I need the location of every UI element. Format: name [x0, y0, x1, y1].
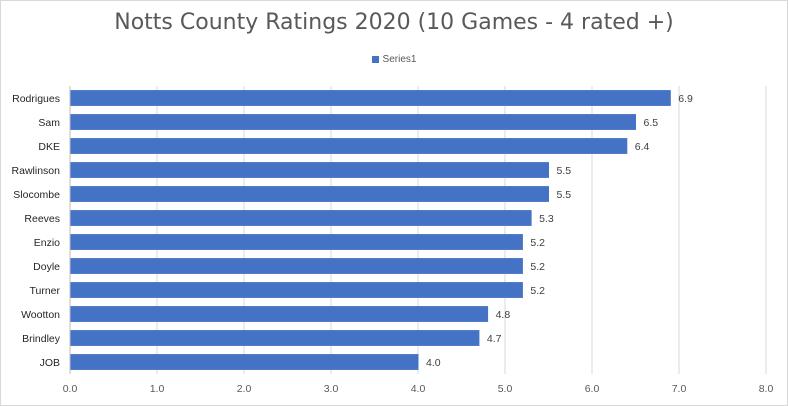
data-label: 5.5 [557, 189, 572, 201]
category-label: Rodrigues [12, 93, 60, 105]
bar [70, 114, 636, 130]
data-label: 6.4 [635, 141, 650, 153]
legend-swatch [371, 56, 379, 63]
category-label: JOB [40, 357, 60, 369]
data-label: 5.2 [530, 261, 545, 273]
x-tick-label: 6.0 [585, 383, 600, 395]
bar [70, 138, 628, 154]
legend-label: Series1 [382, 54, 417, 65]
bar [70, 162, 549, 178]
x-tick-label: 0.0 [63, 383, 78, 395]
bar [70, 330, 480, 346]
category-label: Enzio [34, 237, 60, 249]
category-label: Doyle [33, 261, 60, 273]
data-label: 4.7 [487, 333, 502, 345]
bar [70, 258, 523, 274]
category-label: Brindley [22, 333, 61, 345]
x-tick-label: 4.0 [411, 383, 426, 395]
bar [70, 306, 489, 322]
category-label: Reeves [24, 213, 60, 225]
data-label: 6.5 [644, 117, 659, 129]
category-label: Turner [29, 285, 60, 297]
data-label: 4.8 [496, 309, 511, 321]
data-label: 5.2 [530, 285, 545, 297]
bar [70, 234, 523, 250]
legend: Series1 [0, 54, 788, 65]
category-label: Rawlinson [12, 165, 61, 177]
category-label: Wootton [21, 309, 60, 321]
bar [70, 354, 419, 370]
data-label: 6.9 [678, 93, 693, 105]
data-label: 5.2 [530, 237, 545, 249]
category-label: Sam [38, 117, 60, 129]
category-label: Slocombe [13, 189, 60, 201]
x-tick-label: 1.0 [150, 383, 165, 395]
x-tick-label: 2.0 [237, 383, 252, 395]
bar [70, 186, 549, 202]
x-tick-label: 8.0 [759, 383, 774, 395]
bar [70, 282, 523, 298]
x-tick-label: 7.0 [672, 383, 687, 395]
chart-title: Notts County Ratings 2020 (10 Games - 4 … [114, 10, 674, 35]
bar [70, 210, 532, 226]
data-label: 5.5 [557, 165, 572, 177]
data-label: 4.0 [426, 357, 441, 369]
x-tick-label: 3.0 [324, 383, 339, 395]
bar [70, 90, 671, 106]
category-label: DKE [38, 141, 60, 153]
data-label: 5.3 [539, 213, 554, 225]
x-tick-label: 5.0 [498, 383, 513, 395]
